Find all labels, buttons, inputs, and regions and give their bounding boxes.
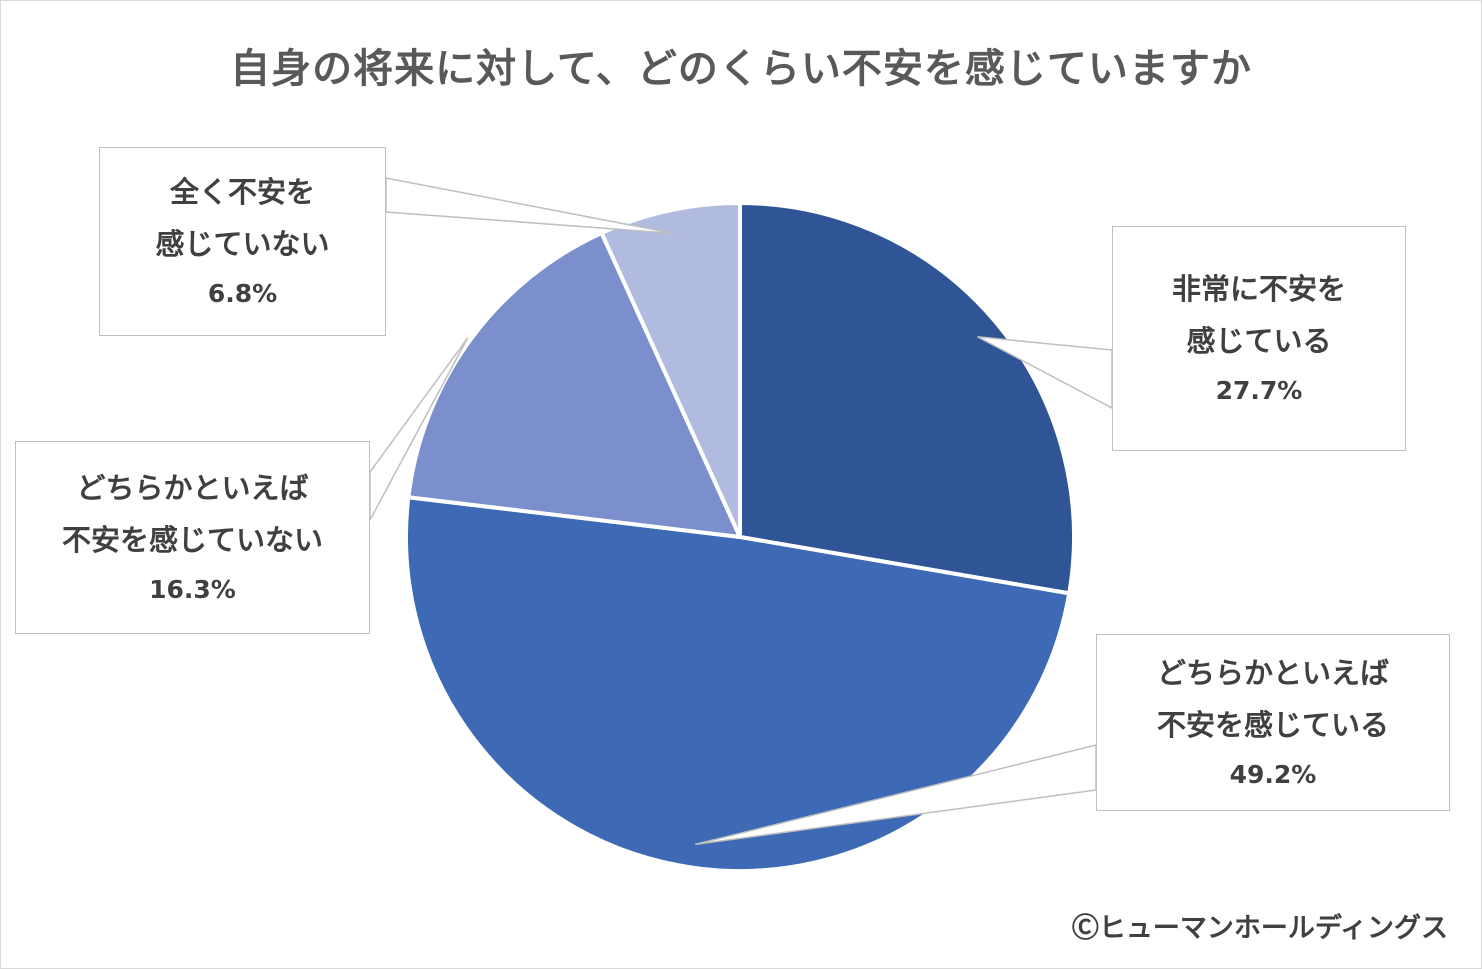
slice-somewhat-not-anxious bbox=[406, 231, 742, 539]
slice-label-line: 非常に不安を bbox=[1171, 271, 1346, 306]
slice-label-line: 全く不安を bbox=[169, 174, 315, 209]
slice-label-line: 不安を感じている bbox=[1156, 707, 1389, 742]
slice-value-label: 6.8% bbox=[207, 278, 278, 308]
slice-label-line: 不安を感じていない bbox=[61, 522, 323, 557]
chart-title: 自身の将来に対して、どのくらい不安を感じていますか bbox=[230, 46, 1252, 92]
callout-somewhat-not-anxious: どちらかといえば 不安を感じていない 16.3% bbox=[15, 441, 370, 634]
callout-somewhat-anxious: どちらかといえば 不安を感じている 49.2% bbox=[1096, 634, 1450, 811]
slice-label-line: 感じている bbox=[1186, 323, 1332, 358]
slice-value-label: 49.2% bbox=[1229, 759, 1317, 789]
slice-value-label: 16.3% bbox=[149, 574, 236, 604]
callout-not-anxious: 全く不安を 感じていない 6.8% bbox=[99, 147, 386, 336]
callout-very-anxious: 非常に不安を 感じている 27.7% bbox=[1112, 226, 1406, 451]
callout-leader bbox=[369, 337, 469, 521]
slice-label-line: 感じていない bbox=[155, 226, 330, 261]
slice-very-anxious bbox=[738, 201, 1076, 596]
slice-value-label: 27.7% bbox=[1215, 375, 1303, 405]
copyright-text: Ⓒヒューマンホールディングス bbox=[1071, 913, 1448, 944]
slice-label-line: どちらかといえば bbox=[1156, 655, 1389, 690]
slice-somewhat-anxious bbox=[404, 495, 1072, 874]
callout-leader bbox=[385, 177, 675, 235]
slice-not-anxious bbox=[599, 201, 742, 539]
slice-label-line: どちらかといえば bbox=[76, 470, 309, 505]
